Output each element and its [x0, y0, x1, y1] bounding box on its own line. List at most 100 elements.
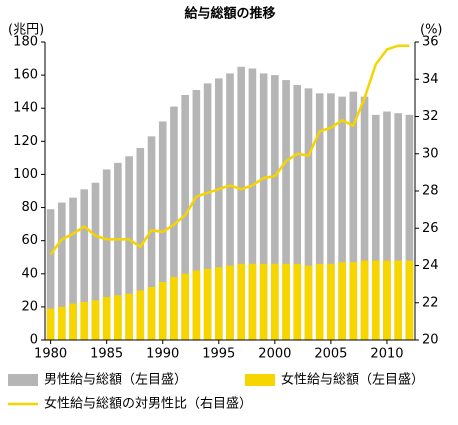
y2-tick-label: 26	[422, 221, 439, 236]
bar	[293, 263, 302, 340]
bar	[192, 270, 201, 340]
bar	[125, 156, 133, 340]
chart-title: 給与総額の推移	[184, 6, 275, 22]
y-tick-label: 100	[13, 167, 38, 182]
bar	[58, 306, 66, 340]
bar	[338, 262, 346, 340]
bar	[371, 114, 380, 340]
y-tick-label: 140	[13, 101, 38, 116]
bar	[46, 209, 55, 340]
bar	[315, 263, 324, 340]
x-tick-label: 1995	[202, 347, 235, 362]
y2-tick-label: 24	[422, 258, 439, 273]
bar	[338, 96, 346, 340]
x-tick-label: 1985	[90, 347, 123, 362]
bar	[371, 260, 380, 340]
bar	[349, 262, 358, 340]
bar	[114, 295, 122, 340]
y-tick-label: 160	[13, 68, 38, 83]
bar	[383, 260, 391, 340]
bar	[125, 293, 133, 340]
y2-tick-label: 34	[422, 72, 439, 87]
bar	[181, 273, 189, 340]
x-tick-label: 1990	[146, 347, 179, 362]
bar	[69, 197, 77, 340]
y2-tick-label: 28	[422, 184, 439, 199]
bar	[214, 267, 223, 340]
bar	[147, 287, 156, 340]
bar	[271, 75, 279, 340]
y-tick-label: 180	[13, 35, 38, 50]
bar	[394, 260, 402, 340]
bar	[237, 263, 246, 340]
x-tick-label: 2000	[258, 347, 291, 362]
y-tick-label: 80	[21, 200, 38, 215]
bar	[405, 260, 414, 340]
bar	[203, 83, 212, 340]
y2-tick-label: 32	[422, 109, 439, 124]
bar	[158, 282, 167, 340]
bar	[102, 296, 111, 340]
legend-swatch	[245, 374, 275, 386]
bar	[349, 91, 358, 341]
bar	[136, 290, 145, 340]
y2-axis-label: (%)	[420, 23, 443, 38]
line	[49, 44, 410, 256]
bar	[80, 301, 89, 340]
bar	[405, 114, 414, 340]
bar	[383, 111, 391, 341]
bar	[271, 263, 279, 340]
bar	[327, 93, 335, 340]
bar	[136, 147, 145, 340]
x-tick-label: 2010	[370, 347, 403, 362]
bar	[102, 169, 111, 340]
bar	[315, 93, 324, 340]
bar	[58, 202, 66, 340]
y-tick-label: 120	[13, 134, 38, 149]
bar	[226, 73, 234, 340]
bar	[203, 268, 212, 340]
bar	[80, 189, 89, 340]
bar	[394, 113, 402, 340]
y2-tick-label: 22	[422, 295, 439, 310]
bar	[282, 263, 290, 340]
bar	[91, 300, 100, 340]
bar	[259, 263, 268, 340]
legend-label: 女性給与総額の対男性比（右目盛）	[44, 396, 252, 412]
x-tick-label: 2005	[314, 347, 347, 362]
legend-label: 女性給与総額（左目盛）	[281, 372, 424, 388]
bar	[237, 66, 246, 340]
bar	[181, 94, 189, 340]
y2-tick-label: 30	[422, 146, 439, 161]
bar	[304, 265, 313, 340]
bar	[46, 308, 55, 340]
bar	[170, 277, 178, 340]
bar	[304, 88, 313, 340]
bar	[360, 96, 369, 340]
bar	[360, 260, 369, 340]
bar	[69, 303, 77, 340]
bar	[327, 263, 335, 340]
bar	[248, 263, 257, 340]
x-tick-label: 1980	[34, 347, 67, 362]
y-tick-label: 0	[30, 333, 38, 348]
y-axis-label: (兆円)	[8, 23, 44, 38]
legend-swatch	[8, 374, 38, 386]
y-tick-label: 20	[21, 299, 38, 314]
bar	[147, 136, 156, 340]
y-tick-label: 60	[21, 233, 38, 248]
bar	[91, 182, 100, 340]
bar	[214, 78, 223, 340]
y-tick-label: 40	[21, 266, 38, 281]
legend-label: 男性給与総額（左目盛）	[44, 373, 187, 388]
bar	[114, 162, 122, 340]
bar	[192, 90, 201, 340]
bar	[248, 68, 257, 340]
bar	[226, 265, 234, 340]
bar	[259, 73, 268, 340]
bar	[282, 80, 290, 341]
y2-tick-label: 20	[422, 333, 439, 348]
y2-tick-label: 36	[422, 35, 439, 50]
bar	[293, 85, 302, 341]
